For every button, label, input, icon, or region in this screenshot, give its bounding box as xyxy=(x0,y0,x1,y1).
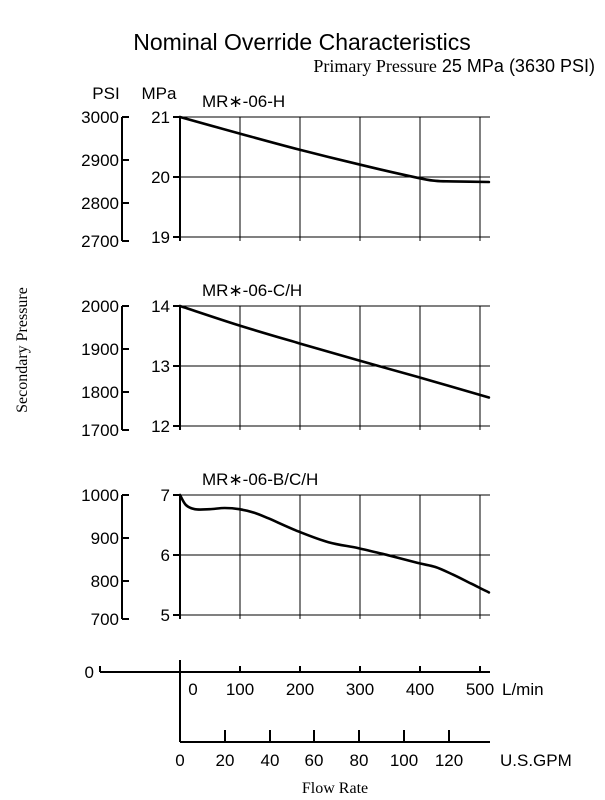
gpm-tick-label: 80 xyxy=(350,751,369,770)
psi-tick-label: 1800 xyxy=(81,383,119,402)
series-line xyxy=(178,115,491,184)
panel-1: 21 20 19 3000 2900 2800 2700 MR∗-06-H xyxy=(81,92,491,251)
mpa-tick-label: 21 xyxy=(151,108,170,127)
psi-tick-label: 900 xyxy=(91,529,119,548)
lpm-tick-label: 300 xyxy=(346,680,374,699)
panel-3: 7 6 5 1000 900 800 700 MR∗-06-B/C/H xyxy=(81,470,491,629)
psi-unit-label: PSI xyxy=(92,84,119,103)
psi-tick-label: 2800 xyxy=(81,194,119,213)
chart-title: Nominal Override Characteristics xyxy=(133,29,470,55)
mpa-tick-label: 6 xyxy=(161,546,170,565)
psi-tick-label: 800 xyxy=(91,572,119,591)
mpa-unit-label: MPa xyxy=(142,84,178,103)
mpa-tick-label: 5 xyxy=(161,606,170,625)
flow-rate-axes: 0 0 100 200 300 400 500 L/min 0 20 40 60 80 100 120 U.S… xyxy=(85,660,572,770)
series-line xyxy=(178,304,491,399)
psi-tick-label: 2000 xyxy=(81,297,119,316)
series-name-label: MR∗-06-B/C/H xyxy=(202,470,318,489)
subtitle-prefix: Primary Pressure xyxy=(313,56,436,76)
psi-tick-label: 700 xyxy=(91,610,119,629)
chart-subtitle: Primary Pressure 25 MPa (3630 PSI) xyxy=(313,56,595,76)
mpa-tick-label: 20 xyxy=(151,168,170,187)
psi-tick-label: 1900 xyxy=(81,340,119,359)
lpm-unit-label: L/min xyxy=(502,680,544,699)
gpm-unit-label: U.S.GPM xyxy=(500,751,572,770)
mpa-tick-label: 12 xyxy=(151,417,170,436)
series-name-label: MR∗-06-C/H xyxy=(202,281,302,300)
gpm-tick-label: 20 xyxy=(216,751,235,770)
subtitle-value: 25 MPa (3630 PSI) xyxy=(442,56,595,76)
series-name-label: MR∗-06-H xyxy=(202,92,285,111)
gpm-tick-label: 0 xyxy=(175,751,184,770)
lpm-tick-label: 500 xyxy=(466,680,494,699)
psi-tick-label: 2900 xyxy=(81,151,119,170)
psi-tick-label: 3000 xyxy=(81,108,119,127)
series-line xyxy=(178,493,491,594)
gpm-tick-label: 60 xyxy=(305,751,324,770)
mpa-tick-label: 7 xyxy=(161,486,170,505)
psi-tick-label: 1000 xyxy=(81,486,119,505)
gpm-tick-label: 40 xyxy=(261,751,280,770)
lpm-tick-label: 400 xyxy=(406,680,434,699)
bottom-zero-label: 0 xyxy=(85,663,94,682)
lpm-tick-label: 200 xyxy=(286,680,314,699)
lpm-tick-label: 0 xyxy=(188,680,197,699)
mpa-tick-label: 19 xyxy=(151,228,170,247)
mpa-tick-label: 13 xyxy=(151,357,170,376)
mpa-tick-label: 14 xyxy=(151,297,170,316)
gpm-tick-label: 100 xyxy=(390,751,418,770)
lpm-tick-label: 100 xyxy=(226,680,254,699)
psi-tick-label: 1700 xyxy=(81,421,119,440)
chart-panels: 21 20 19 3000 2900 2800 2700 MR∗-06-H 14 13 12 2000… xyxy=(81,92,491,629)
y-axis-label: Secondary Pressure xyxy=(14,287,31,413)
x-axis-label: Flow Rate xyxy=(302,780,368,797)
psi-tick-label: 2700 xyxy=(81,232,119,251)
panel-2: 14 13 12 2000 1900 1800 1700 MR∗-06-C/H xyxy=(81,281,491,440)
gpm-tick-label: 120 xyxy=(435,751,463,770)
